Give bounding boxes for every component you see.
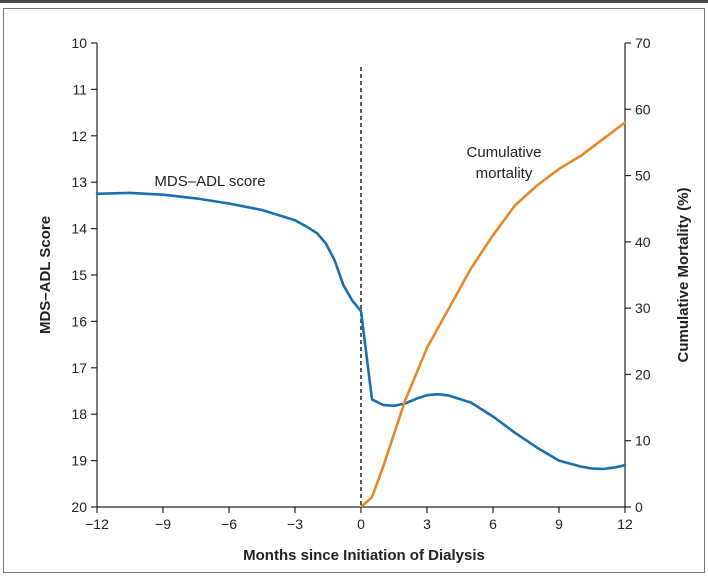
x-axis-title: Months since Initiation of Dialysis: [243, 547, 485, 564]
y-right-tick-label: 50: [635, 168, 651, 184]
y-right-tick-label: 40: [635, 234, 651, 250]
y-right-tick-label: 70: [635, 35, 651, 51]
y-left-tick-label: 17: [71, 360, 87, 376]
y-left-tick-label: 15: [71, 267, 87, 283]
y-left-tick-label: 13: [71, 174, 87, 190]
axis-ticks: −12 −9 −6 −3 0 3 6 9 12 10 11 12 13 14 15 16 17 18 19 20 0 10…: [71, 35, 650, 532]
x-tick-label: 12: [617, 516, 633, 532]
y-right-tick-label: 0: [635, 499, 643, 515]
x-tick-label: 9: [555, 516, 563, 532]
y-right-tick-label: 60: [635, 101, 651, 117]
plot-area: [95, 43, 627, 509]
annotation-mortality: mortality: [476, 165, 533, 182]
x-tick-label: −6: [221, 516, 237, 532]
figure-top-rule: [0, 0, 708, 3]
cumulative-mortality-line: [359, 121, 627, 509]
figure-frame: [3, 8, 705, 573]
y-left-tick-label: 20: [71, 499, 87, 515]
y-right-axis-title: Cumulative Mortality (%): [675, 187, 692, 362]
y-left-tick-label: 12: [71, 128, 87, 144]
y-left-tick-label: 14: [71, 221, 87, 237]
x-tick-label: −9: [155, 516, 171, 532]
x-tick-label: −3: [287, 516, 303, 532]
y-right-tick-label: 20: [635, 366, 651, 382]
annotation-cumulative: Cumulative: [466, 144, 541, 161]
x-tick-label: 6: [489, 516, 497, 532]
y-left-tick-label: 10: [71, 35, 87, 51]
x-tick-label: −12: [85, 516, 109, 532]
x-tick-label: 3: [423, 516, 431, 532]
y-right-tick-label: 30: [635, 300, 651, 316]
x-tick-label: 0: [357, 516, 365, 532]
annotation-mds-adl-score: MDS–ADL score: [154, 173, 265, 190]
y-right-tick-label: 10: [635, 433, 651, 449]
y-left-tick-label: 18: [71, 406, 87, 422]
y-left-tick-label: 16: [71, 313, 87, 329]
y-left-tick-label: 19: [71, 453, 87, 469]
mds-adl-score-line: [95, 191, 627, 471]
y-left-tick-label: 11: [72, 81, 87, 97]
y-left-axis-title: MDS–ADL Score: [37, 216, 54, 334]
